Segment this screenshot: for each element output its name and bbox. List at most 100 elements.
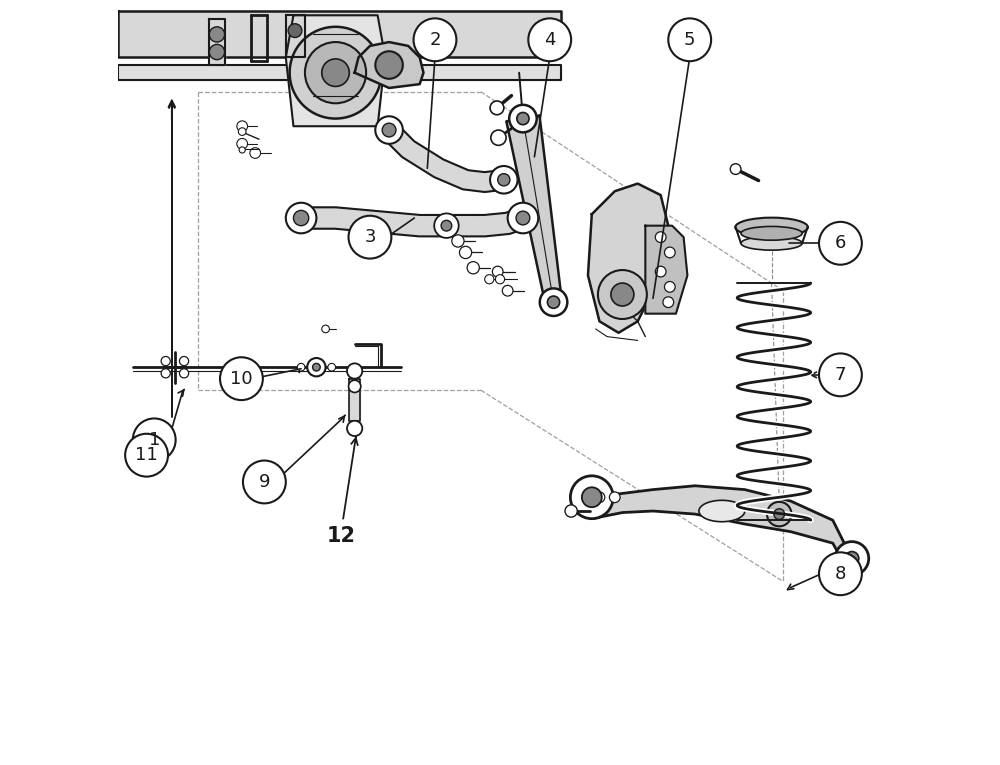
Circle shape [490, 166, 518, 194]
Circle shape [220, 357, 263, 400]
Text: 9: 9 [259, 473, 270, 491]
Circle shape [161, 356, 170, 366]
Circle shape [819, 353, 862, 396]
Circle shape [305, 42, 366, 103]
Circle shape [179, 369, 189, 378]
Circle shape [540, 288, 567, 316]
Circle shape [508, 203, 538, 233]
Circle shape [485, 275, 494, 284]
Text: 2: 2 [429, 31, 441, 49]
Circle shape [611, 283, 634, 306]
Text: 5: 5 [684, 31, 695, 49]
Circle shape [528, 18, 571, 61]
Circle shape [598, 270, 647, 319]
Circle shape [250, 148, 261, 158]
Circle shape [491, 130, 506, 145]
Ellipse shape [741, 226, 802, 240]
Circle shape [237, 138, 248, 149]
Circle shape [668, 18, 711, 61]
Circle shape [459, 246, 472, 259]
Circle shape [209, 44, 225, 60]
Text: 10: 10 [230, 369, 253, 388]
Circle shape [133, 418, 176, 461]
Polygon shape [209, 19, 225, 65]
Text: 11: 11 [135, 446, 158, 464]
Circle shape [322, 325, 329, 333]
Circle shape [582, 487, 602, 507]
Circle shape [297, 363, 305, 371]
Circle shape [655, 232, 666, 243]
Circle shape [467, 262, 479, 274]
Circle shape [509, 105, 537, 132]
Circle shape [238, 128, 246, 135]
Circle shape [349, 380, 361, 392]
Circle shape [819, 222, 862, 265]
Circle shape [516, 211, 530, 225]
Polygon shape [349, 379, 360, 421]
Circle shape [375, 116, 403, 144]
Circle shape [347, 363, 362, 379]
Circle shape [313, 363, 320, 371]
Polygon shape [382, 123, 505, 192]
Circle shape [663, 297, 674, 308]
Circle shape [288, 24, 302, 37]
Polygon shape [286, 15, 305, 57]
Circle shape [495, 275, 505, 284]
Circle shape [328, 363, 336, 371]
Polygon shape [355, 42, 424, 88]
Circle shape [609, 492, 620, 503]
Circle shape [307, 358, 326, 376]
Circle shape [237, 121, 248, 132]
Circle shape [414, 18, 456, 61]
Polygon shape [592, 486, 852, 578]
Text: 6: 6 [835, 234, 846, 252]
Circle shape [498, 174, 510, 186]
Polygon shape [588, 184, 668, 333]
Circle shape [179, 356, 189, 366]
Polygon shape [645, 226, 687, 314]
Text: 1: 1 [149, 431, 160, 449]
Circle shape [243, 461, 286, 503]
Circle shape [347, 421, 362, 436]
Circle shape [835, 542, 869, 575]
Circle shape [490, 101, 504, 115]
Circle shape [517, 112, 529, 125]
Circle shape [209, 27, 225, 42]
Circle shape [502, 285, 513, 296]
Ellipse shape [735, 217, 808, 237]
Circle shape [161, 369, 170, 378]
Text: 8: 8 [835, 565, 846, 583]
Ellipse shape [699, 500, 745, 522]
Text: 12: 12 [327, 526, 356, 545]
Circle shape [125, 434, 168, 477]
Circle shape [375, 51, 403, 79]
Circle shape [322, 59, 349, 86]
Circle shape [293, 210, 309, 226]
Circle shape [655, 266, 666, 277]
Circle shape [492, 266, 503, 277]
Circle shape [664, 247, 675, 258]
Polygon shape [118, 65, 561, 80]
Ellipse shape [741, 236, 802, 250]
Circle shape [441, 220, 452, 231]
Polygon shape [506, 116, 562, 304]
Polygon shape [118, 11, 561, 57]
Text: 3: 3 [364, 228, 376, 246]
Circle shape [774, 509, 785, 519]
Circle shape [286, 203, 316, 233]
Circle shape [767, 502, 791, 526]
Polygon shape [286, 15, 385, 126]
Circle shape [382, 123, 396, 137]
Circle shape [730, 164, 741, 174]
Circle shape [452, 235, 464, 247]
Circle shape [570, 476, 613, 519]
Circle shape [664, 282, 675, 292]
Circle shape [349, 216, 391, 259]
Circle shape [290, 27, 381, 119]
Circle shape [819, 552, 862, 595]
Circle shape [434, 213, 459, 238]
Text: 7: 7 [835, 366, 846, 384]
Polygon shape [301, 207, 526, 236]
Circle shape [845, 552, 859, 565]
Circle shape [594, 492, 605, 503]
